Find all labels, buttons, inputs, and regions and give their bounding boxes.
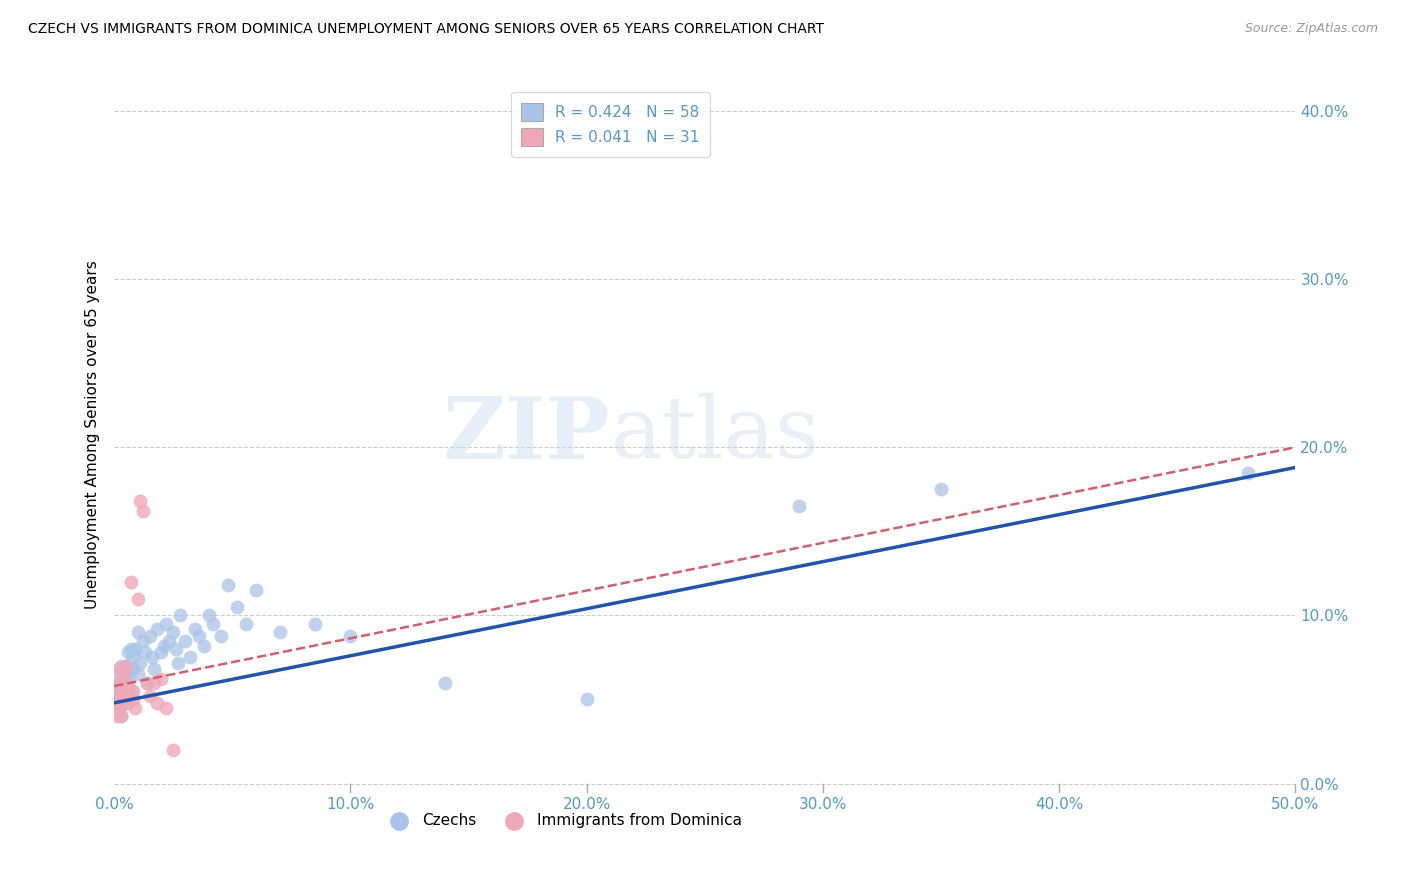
Point <box>339 629 361 643</box>
Point <box>122 662 145 676</box>
Point <box>179 650 201 665</box>
Point <box>127 625 149 640</box>
Point <box>217 578 239 592</box>
Point <box>112 667 135 681</box>
Point <box>117 679 139 693</box>
Point <box>124 701 146 715</box>
Point <box>122 692 145 706</box>
Point <box>108 684 131 698</box>
Point <box>138 689 160 703</box>
Point <box>127 667 149 681</box>
Point <box>105 684 128 698</box>
Point <box>245 583 267 598</box>
Point <box>304 616 326 631</box>
Point <box>108 701 131 715</box>
Point <box>117 696 139 710</box>
Point <box>153 639 176 653</box>
Point <box>141 650 163 665</box>
Point <box>575 692 598 706</box>
Point <box>269 625 291 640</box>
Text: CZECH VS IMMIGRANTS FROM DOMINICA UNEMPLOYMENT AMONG SENIORS OVER 65 YEARS CORRE: CZECH VS IMMIGRANTS FROM DOMINICA UNEMPL… <box>28 22 824 37</box>
Point <box>129 656 152 670</box>
Point <box>143 662 166 676</box>
Point <box>105 692 128 706</box>
Point <box>112 684 135 698</box>
Point <box>165 642 187 657</box>
Point <box>789 499 811 513</box>
Point <box>138 629 160 643</box>
Point <box>202 616 225 631</box>
Point <box>115 684 138 698</box>
Point <box>183 622 205 636</box>
Point <box>117 645 139 659</box>
Point <box>110 675 132 690</box>
Point <box>108 667 131 681</box>
Point <box>145 622 167 636</box>
Point <box>115 696 138 710</box>
Point <box>131 633 153 648</box>
Point <box>136 675 159 690</box>
Point <box>209 629 232 643</box>
Point <box>162 743 184 757</box>
Point <box>108 684 131 698</box>
Point <box>167 656 190 670</box>
Point <box>112 684 135 698</box>
Point <box>235 616 257 631</box>
Point <box>124 642 146 657</box>
Point <box>104 692 127 706</box>
Point <box>193 639 215 653</box>
Point <box>115 658 138 673</box>
Point <box>155 616 177 631</box>
Point <box>122 650 145 665</box>
Text: Source: ZipAtlas.com: Source: ZipAtlas.com <box>1244 22 1378 36</box>
Point <box>136 675 159 690</box>
Point <box>127 591 149 606</box>
Legend: Czechs, Immigrants from Dominica: Czechs, Immigrants from Dominica <box>378 807 748 834</box>
Point <box>117 667 139 681</box>
Point <box>143 675 166 690</box>
Point <box>110 658 132 673</box>
Point <box>120 642 142 657</box>
Point <box>108 662 131 676</box>
Point <box>157 633 180 648</box>
Point <box>117 675 139 690</box>
Point <box>108 701 131 715</box>
Point <box>110 692 132 706</box>
Y-axis label: Unemployment Among Seniors over 65 years: Unemployment Among Seniors over 65 years <box>86 260 100 609</box>
Point <box>110 675 132 690</box>
Point <box>110 709 132 723</box>
Point <box>150 673 173 687</box>
Point <box>131 504 153 518</box>
Point <box>155 701 177 715</box>
Point <box>134 645 156 659</box>
Point <box>150 645 173 659</box>
Point <box>929 483 952 497</box>
Point <box>162 625 184 640</box>
Point <box>122 684 145 698</box>
Point <box>112 667 135 681</box>
Point <box>115 658 138 673</box>
Point <box>120 684 142 698</box>
Point <box>174 633 197 648</box>
Point <box>104 701 127 715</box>
Text: ZIP: ZIP <box>443 392 610 476</box>
Point <box>1237 466 1260 480</box>
Point <box>188 629 211 643</box>
Point <box>105 675 128 690</box>
Point <box>105 675 128 690</box>
Point <box>197 608 219 623</box>
Text: atlas: atlas <box>610 393 820 476</box>
Point <box>145 696 167 710</box>
Point <box>105 709 128 723</box>
Point <box>110 709 132 723</box>
Point <box>226 600 249 615</box>
Point <box>120 574 142 589</box>
Point <box>433 675 456 690</box>
Point <box>129 494 152 508</box>
Point <box>169 608 191 623</box>
